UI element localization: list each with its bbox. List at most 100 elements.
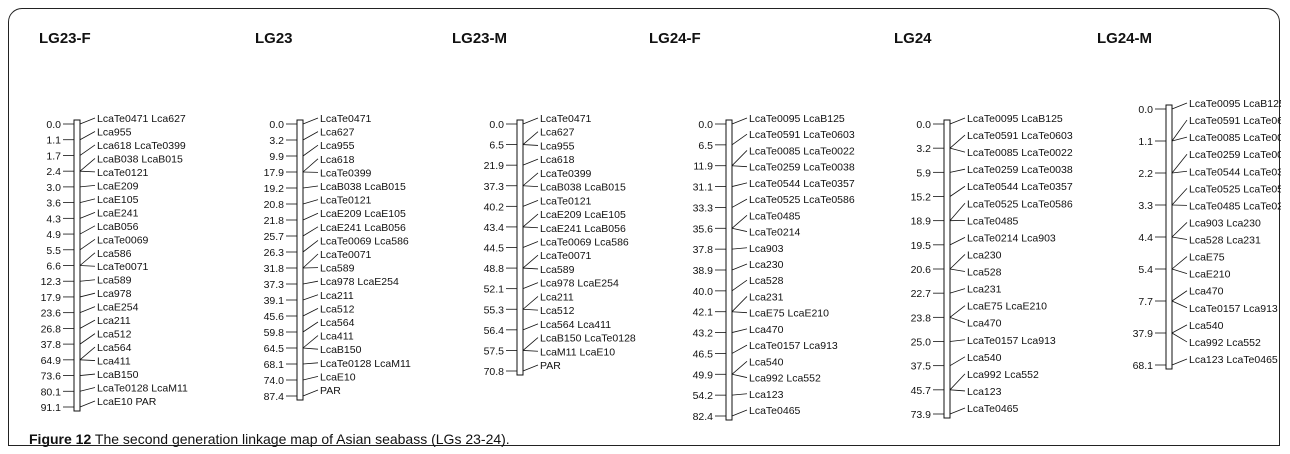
marker-label: LcaTe0399 [320,167,372,179]
marker-connector [302,212,319,221]
position-label: 68.1 [1133,360,1154,372]
position-label: 70.8 [484,366,505,378]
position-label: 6.5 [489,140,504,152]
marker-label: LcaTe0591 LcaTe0603 [749,129,855,141]
chromosome-bar [725,119,733,421]
marker-connector [731,296,748,312]
position-label: 18.9 [911,216,932,228]
marker-connector [79,387,96,392]
marker-connector [302,185,319,189]
position-label: 37.9 [1133,328,1154,340]
position-label: 3.3 [1138,200,1153,212]
linkage-group-lg23-m: LG23-M 0.0 6.5 21.9 37.3 40.2 43.4 44.5 48.8 52.1… [452,30,636,378]
marker-connector [302,308,319,317]
position-label: 1.1 [46,135,61,147]
marker-connector [79,319,96,329]
marker-label: LcaB038 LcaB015 [320,181,406,193]
marker-label: Lca992 Lca552 [967,369,1039,381]
marker-connector [949,339,966,342]
marker-label: Lca618 [540,154,575,166]
marker-connector [522,337,539,351]
group-title: LG23-F [39,30,91,47]
linkage-map: LG23-F 0.0 1.1 1.7 2.4 3.0 3.6 4.3 4.9 5.5 6.6 12.3… [39,30,1281,423]
position-label: 11.9 [693,161,713,173]
group-title: LG23-M [452,30,507,47]
marker-connector [949,237,966,246]
marker-connector [79,211,96,219]
marker-label: Lca512 [540,305,575,317]
position-label: 5.5 [46,245,61,257]
marker-connector [79,158,96,172]
position-label: 57.5 [484,345,505,357]
position-label: 54.2 [693,390,714,402]
marker-label: Lca123 [967,386,1002,398]
marker-label: Lca470 [1189,286,1224,298]
position-label: 0.0 [1138,104,1153,116]
position-label: 73.9 [911,409,932,421]
position-label: 25.7 [264,231,285,243]
marker-connector [731,117,748,125]
marker-connector [522,117,539,125]
marker-connector [302,253,319,269]
marker-connector [302,376,319,381]
marker-label: LcaTe0069 Lca586 [540,237,629,249]
marker-connector [949,288,966,294]
position-label: 12.3 [41,276,62,288]
marker-connector [522,213,539,228]
position-label: 37.8 [41,339,62,351]
marker-connector [79,359,96,361]
marker-label: Lca470 [967,318,1002,330]
chromosome-bar [1165,104,1173,370]
position-label: 80.1 [41,386,62,398]
marker-label: LcaTe0465 [749,405,801,417]
marker-connector [731,409,748,417]
marker-connector [731,215,748,229]
marker-connector [949,305,966,318]
marker-label: Lca564 [97,342,132,354]
position-label: 20.8 [264,199,285,211]
marker-label: LcaTe0485 LcaTe0214 [1189,200,1281,212]
marker-connector [302,321,319,333]
position-label: 87.4 [264,391,285,403]
marker-connector [522,131,539,145]
marker-label: LcaB038 LcaB015 [97,153,183,165]
marker-label: Lca512 [97,329,132,341]
marker-label: LcaB038 LcaB015 [540,182,626,194]
marker-connector [79,252,96,266]
marker-label: Lca955 [540,140,575,152]
position-label: 38.9 [693,265,714,277]
position-label: 64.5 [264,343,285,355]
marker-connector [79,292,96,298]
position-label: 0.0 [916,119,931,131]
marker-connector [302,347,319,350]
position-label: 43.4 [484,222,505,234]
marker-connector [731,247,748,250]
marker-connector [302,226,319,237]
position-label: 56.4 [484,325,505,337]
position-label: 26.8 [41,323,62,335]
position-label: 64.9 [41,355,62,367]
marker-label: LcaTe0069 Lca586 [320,235,409,247]
marker-label: Lca540 [749,356,784,368]
position-label: 82.4 [693,411,714,423]
marker-connector [731,344,748,354]
marker-connector [522,308,539,311]
marker-label: Lca411 [97,356,131,368]
marker-connector [522,144,539,146]
position-label: 37.8 [693,244,714,256]
marker-connector [302,280,319,285]
marker-connector [731,393,748,396]
marker-label: LcaTe0485 [749,210,801,222]
position-label: 21.8 [264,215,285,227]
marker-connector [1171,222,1188,238]
marker-label: Lca589 [320,263,355,275]
marker-label: LcaTe0465 [967,403,1019,415]
marker-label: Lca586 [97,248,132,260]
marker-connector [949,185,966,197]
marker-label: LcaTe0259 LcaTe0038 [967,164,1073,176]
marker-label: Lca211 [97,315,131,327]
position-label: 74.0 [264,375,285,387]
position-label: 3.6 [46,198,61,210]
marker-connector [79,279,96,282]
marker-label: Lca627 [320,127,355,139]
